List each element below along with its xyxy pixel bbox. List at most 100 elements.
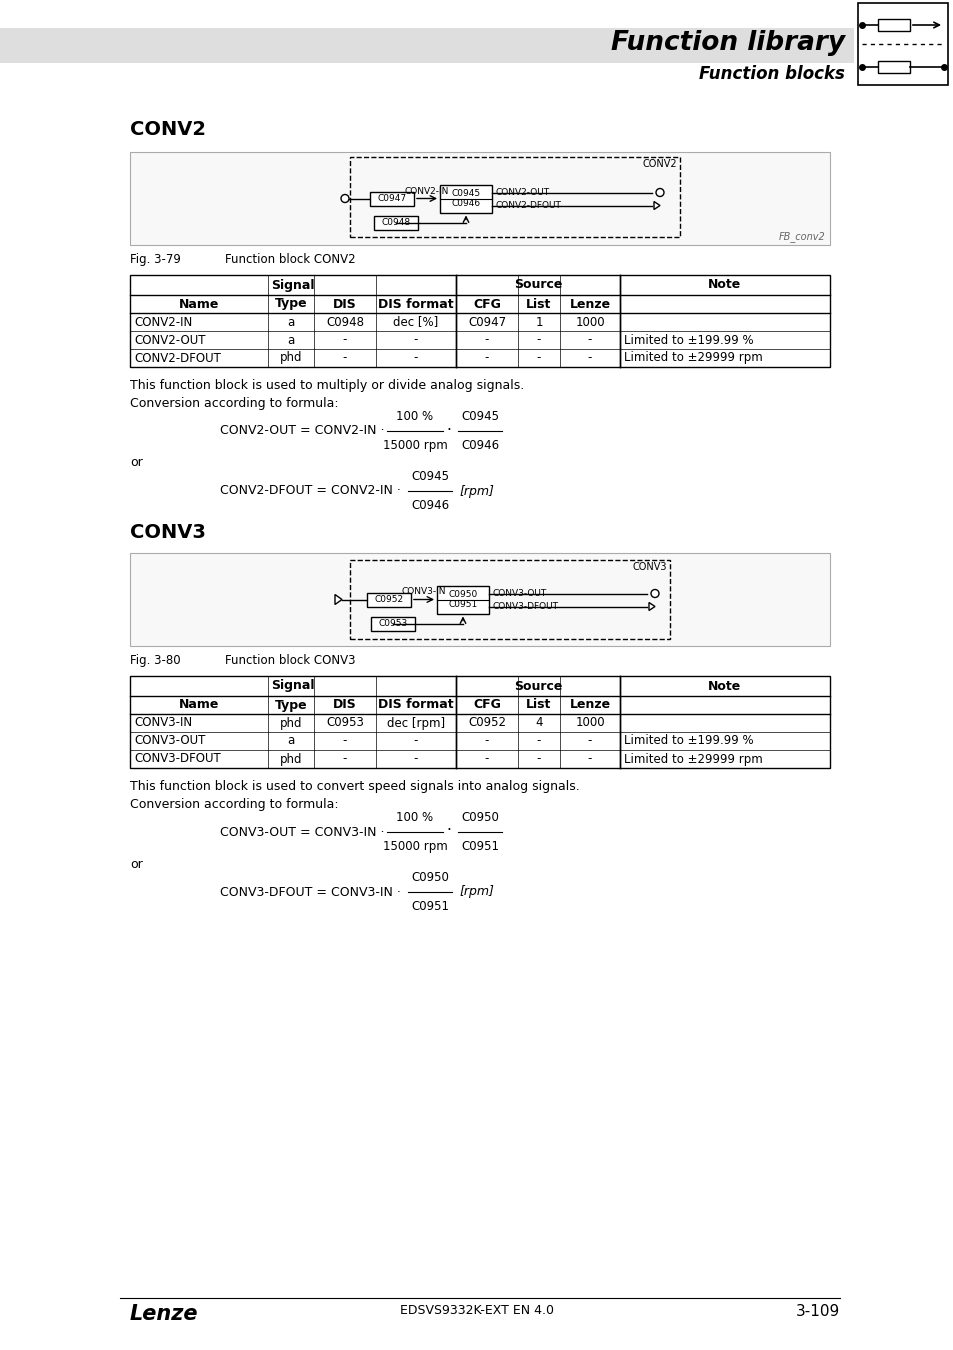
- Bar: [436, 586, 489, 613]
- Circle shape: [340, 194, 349, 202]
- Text: Limited to ±199.99 %: Limited to ±199.99 %: [623, 734, 753, 748]
- Text: C0950: C0950: [460, 811, 498, 824]
- Text: -: -: [342, 351, 347, 364]
- Text: -: -: [414, 734, 417, 748]
- Text: DIS: DIS: [333, 698, 356, 711]
- Bar: [877, 19, 909, 31]
- Text: C0953: C0953: [326, 717, 363, 729]
- Bar: [370, 192, 414, 205]
- Text: C0946: C0946: [460, 439, 498, 452]
- Text: C0946: C0946: [451, 198, 480, 208]
- Text: Function library: Function library: [610, 30, 844, 55]
- Text: CONV3-IN: CONV3-IN: [401, 587, 446, 597]
- Text: CONV2-OUT = CONV2-IN ·: CONV2-OUT = CONV2-IN ·: [220, 424, 384, 437]
- Text: -: -: [414, 351, 417, 364]
- Text: C0951: C0951: [448, 599, 477, 609]
- Text: -: -: [537, 351, 540, 364]
- Bar: [130, 676, 829, 768]
- Text: Function blocks: Function blocks: [699, 65, 844, 82]
- Text: C0947: C0947: [377, 194, 406, 202]
- Text: Source: Source: [514, 679, 561, 693]
- Text: Signal: Signal: [271, 679, 314, 693]
- Bar: [130, 153, 829, 244]
- Text: [rpm]: [rpm]: [459, 485, 495, 498]
- Text: -: -: [537, 752, 540, 765]
- Text: CONV3: CONV3: [130, 522, 206, 541]
- Text: C0952: C0952: [374, 595, 403, 603]
- Text: phd: phd: [279, 752, 302, 765]
- Text: -: -: [484, 351, 489, 364]
- Text: 15000 rpm: 15000 rpm: [382, 840, 447, 853]
- Text: 3-109: 3-109: [795, 1304, 840, 1319]
- Circle shape: [650, 590, 659, 598]
- Text: -: -: [342, 734, 347, 748]
- Circle shape: [656, 189, 663, 197]
- Text: CONV3: CONV3: [632, 562, 666, 572]
- Text: Type: Type: [274, 297, 307, 310]
- Text: C0945: C0945: [460, 410, 498, 423]
- Text: -: -: [484, 333, 489, 347]
- Text: Source: Source: [514, 278, 561, 292]
- Text: CONV2-OUT: CONV2-OUT: [496, 188, 550, 197]
- Text: C0951: C0951: [460, 840, 498, 853]
- Text: C0950: C0950: [448, 590, 477, 599]
- Text: EDSVS9332K-EXT EN 4.0: EDSVS9332K-EXT EN 4.0: [399, 1304, 554, 1318]
- Text: -: -: [414, 333, 417, 347]
- Text: FB_conv2: FB_conv2: [778, 231, 824, 242]
- Text: This function block is used to convert speed signals into analog signals.: This function block is used to convert s…: [130, 780, 579, 792]
- Text: 100 %: 100 %: [396, 410, 433, 423]
- Text: CONV3-IN: CONV3-IN: [133, 717, 192, 729]
- Bar: [350, 157, 679, 238]
- Text: 100 %: 100 %: [396, 811, 433, 824]
- Text: -: -: [537, 333, 540, 347]
- Text: dec [%]: dec [%]: [393, 316, 438, 328]
- Text: CONV3-OUT = CONV3-IN ·: CONV3-OUT = CONV3-IN ·: [220, 825, 384, 838]
- Text: or: or: [130, 456, 143, 470]
- Text: phd: phd: [279, 717, 302, 729]
- Text: Conversion according to formula:: Conversion according to formula:: [130, 397, 338, 410]
- Text: -: -: [587, 333, 592, 347]
- Text: dec [rpm]: dec [rpm]: [387, 717, 445, 729]
- Text: DIS format: DIS format: [377, 698, 454, 711]
- Text: C0953: C0953: [378, 620, 407, 628]
- Text: 4: 4: [535, 717, 542, 729]
- Text: CONV2: CONV2: [641, 159, 677, 169]
- Bar: [367, 593, 411, 606]
- Text: 15000 rpm: 15000 rpm: [382, 439, 447, 452]
- Text: C0947: C0947: [468, 316, 505, 328]
- Polygon shape: [648, 602, 655, 610]
- Text: CONV3-DFOUT: CONV3-DFOUT: [493, 602, 558, 612]
- Text: DIS: DIS: [333, 297, 356, 310]
- Text: 1: 1: [535, 316, 542, 328]
- Text: Conversion according to formula:: Conversion according to formula:: [130, 798, 338, 811]
- Text: -: -: [484, 734, 489, 748]
- Text: Limited to ±199.99 %: Limited to ±199.99 %: [623, 333, 753, 347]
- Text: -: -: [342, 333, 347, 347]
- Text: CONV2-IN: CONV2-IN: [404, 186, 449, 196]
- Text: C0950: C0950: [411, 871, 449, 884]
- Polygon shape: [654, 201, 659, 209]
- Text: CONV2-DFOUT: CONV2-DFOUT: [496, 201, 561, 211]
- Text: List: List: [526, 698, 551, 711]
- Bar: [130, 275, 829, 367]
- Text: 1000: 1000: [575, 316, 604, 328]
- Text: CONV2: CONV2: [130, 120, 206, 139]
- Text: -: -: [587, 351, 592, 364]
- Text: or: or: [130, 857, 143, 871]
- Text: List: List: [526, 297, 551, 310]
- Text: -: -: [414, 752, 417, 765]
- Text: Lenze: Lenze: [130, 1304, 198, 1324]
- Bar: [439, 185, 492, 212]
- Text: -: -: [342, 752, 347, 765]
- Text: Fig. 3-79: Fig. 3-79: [130, 252, 181, 266]
- Text: C0946: C0946: [411, 500, 449, 512]
- Text: C0945: C0945: [451, 189, 480, 198]
- Text: CONV3-OUT: CONV3-OUT: [493, 589, 547, 598]
- Text: CONV2-OUT: CONV2-OUT: [133, 333, 205, 347]
- Text: Limited to ±29999 rpm: Limited to ±29999 rpm: [623, 351, 762, 364]
- Text: CFG: CFG: [473, 698, 500, 711]
- Text: Function block CONV3: Function block CONV3: [225, 653, 355, 667]
- Text: Lenze: Lenze: [569, 698, 610, 711]
- Text: Note: Note: [708, 278, 740, 292]
- Text: a: a: [287, 316, 294, 328]
